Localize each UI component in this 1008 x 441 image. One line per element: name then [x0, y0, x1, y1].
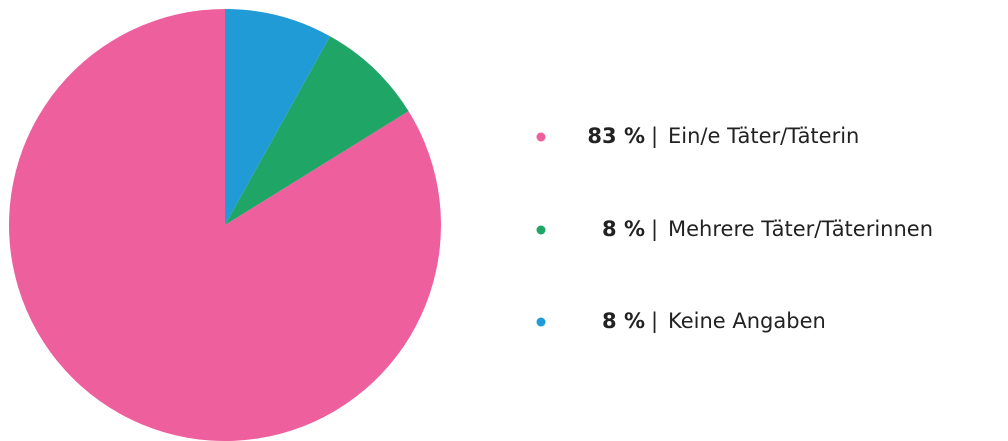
legend-separator: | [651, 309, 658, 334]
legend-marker [536, 225, 546, 235]
legend-label: Mehrere Täter/Täterinnen [668, 217, 933, 241]
legend-value: 8 % [602, 217, 645, 241]
pie-slice [9, 9, 441, 441]
legend-value: 8 % [602, 309, 645, 333]
legend-separator: | [651, 217, 658, 242]
legend-value: 83 % [587, 124, 645, 148]
pie-slice [225, 36, 409, 225]
legend-separator: | [651, 124, 658, 149]
legend-marker [536, 317, 546, 327]
legend-marker [536, 132, 546, 142]
legend-label: Keine Angaben [668, 309, 826, 333]
pie-slice [225, 9, 331, 225]
legend-label: Ein/e Täter/Täterin [668, 124, 859, 148]
